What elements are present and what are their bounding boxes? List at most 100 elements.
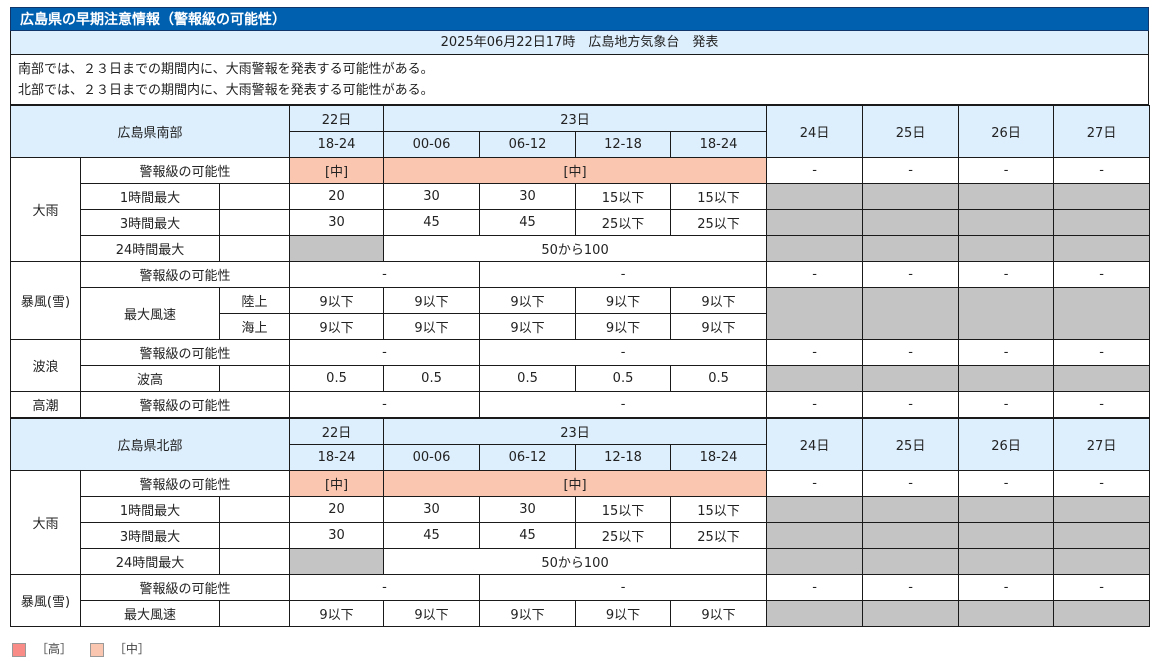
later-cell: - bbox=[862, 574, 960, 601]
possibility-cell: - bbox=[289, 574, 481, 601]
value-cell: 9以下 bbox=[670, 287, 768, 314]
value-cell: 30 bbox=[479, 496, 577, 523]
possibility-cell: [中] bbox=[383, 470, 768, 497]
value-cell: 25以下 bbox=[575, 522, 672, 549]
later-cell: - bbox=[1053, 157, 1151, 184]
gray-cell bbox=[766, 183, 864, 210]
row-label: 3時間最大 bbox=[80, 522, 220, 549]
legend-label-high: ［高］ bbox=[36, 642, 73, 656]
value-cell: 0.5 bbox=[479, 365, 577, 392]
slot-header: 12-18 bbox=[575, 131, 672, 158]
gray-cell bbox=[766, 209, 864, 236]
legend-label-mid: ［中］ bbox=[113, 642, 150, 656]
gray-cell bbox=[958, 209, 1055, 236]
issued-line: 2025年06月22日17時 広島地方気象台 発表 bbox=[10, 31, 1149, 55]
gray-cell bbox=[766, 496, 864, 523]
gray-cell bbox=[1053, 235, 1151, 262]
gray-cell bbox=[958, 600, 1055, 627]
slot-header: 00-06 bbox=[383, 444, 481, 471]
possibility-cell: [中] bbox=[289, 157, 385, 184]
later-cell: - bbox=[766, 470, 864, 497]
value-cell: 30 bbox=[479, 183, 577, 210]
legend-item-mid: ［中］ bbox=[89, 641, 150, 657]
row-label: 警報級の可能性 bbox=[79, 391, 291, 419]
possibility-cell: [中] bbox=[383, 157, 768, 184]
gray-cell bbox=[958, 183, 1055, 210]
empty-cell bbox=[218, 209, 291, 236]
region-header-south: 広島県南部 bbox=[9, 105, 291, 158]
summary-line-north: 北部では、２３日までの期間内に、大雨警報を発表する可能性がある。 bbox=[18, 83, 434, 98]
later-cell: - bbox=[766, 391, 864, 419]
value-cell: 15以下 bbox=[575, 496, 672, 523]
row-label: 1時間最大 bbox=[80, 496, 220, 523]
row-label: 24時間最大 bbox=[80, 548, 220, 575]
gray-cell bbox=[862, 183, 960, 210]
row-label: 警報級の可能性 bbox=[79, 470, 291, 497]
gray-cell bbox=[958, 365, 1055, 392]
day-header: 27日 bbox=[1053, 417, 1151, 471]
day-header: 23日 bbox=[383, 417, 768, 445]
region-header-north: 広島県北部 bbox=[9, 417, 291, 471]
value-cell: 9以下 bbox=[383, 313, 481, 340]
day-header: 24日 bbox=[766, 417, 864, 471]
value-cell: 9以下 bbox=[289, 313, 385, 340]
later-cell: - bbox=[958, 261, 1055, 288]
gray-cell bbox=[958, 235, 1055, 262]
empty-cell bbox=[218, 365, 291, 392]
gray-cell bbox=[958, 522, 1055, 549]
legend-item-high: ［高］ bbox=[12, 641, 72, 657]
value-cell: 9以下 bbox=[479, 287, 577, 314]
slot-header: 06-12 bbox=[479, 131, 577, 158]
day-header: 23日 bbox=[383, 105, 768, 132]
value-cell: 30 bbox=[383, 496, 481, 523]
empty-cell bbox=[218, 235, 291, 262]
value-cell: 9以下 bbox=[670, 313, 768, 340]
gray-cell bbox=[1053, 287, 1151, 340]
possibility-cell: - bbox=[289, 261, 481, 288]
gray-cell bbox=[1053, 548, 1151, 575]
value-cell: 45 bbox=[479, 522, 577, 549]
value-cell: 9以下 bbox=[383, 600, 481, 627]
gray-cell bbox=[862, 600, 960, 627]
later-cell: - bbox=[862, 157, 960, 184]
later-cell: - bbox=[958, 470, 1055, 497]
possibility-cell: - bbox=[479, 339, 768, 366]
value-cell: 9以下 bbox=[575, 313, 672, 340]
value-cell: 15以下 bbox=[575, 183, 672, 210]
value-cell: 9以下 bbox=[575, 287, 672, 314]
element-label: 高潮 bbox=[10, 391, 81, 419]
value-cell: 9以下 bbox=[575, 600, 672, 627]
slot-header: 18-24 bbox=[670, 444, 768, 471]
later-cell: - bbox=[862, 391, 960, 419]
day-header: 26日 bbox=[958, 417, 1055, 471]
value-cell: 25以下 bbox=[670, 209, 768, 236]
value-cell: 9以下 bbox=[289, 287, 385, 314]
value-cell: 30 bbox=[289, 522, 385, 549]
element-label: 暴風(雪) bbox=[10, 574, 81, 627]
sub-label: 陸上 bbox=[218, 287, 291, 314]
row-label: 警報級の可能性 bbox=[79, 339, 291, 366]
sub-label: 海上 bbox=[218, 313, 291, 340]
value-cell: 15以下 bbox=[670, 183, 768, 210]
later-cell: - bbox=[766, 261, 864, 288]
gray-cell bbox=[862, 365, 960, 392]
value-cell: 45 bbox=[383, 522, 481, 549]
gray-cell bbox=[766, 287, 864, 340]
row-label: 警報級の可能性 bbox=[79, 574, 291, 601]
gray-cell bbox=[958, 496, 1055, 523]
later-cell: - bbox=[1053, 339, 1151, 366]
gray-cell bbox=[289, 548, 385, 575]
later-cell: - bbox=[766, 157, 864, 184]
element-label: 大雨 bbox=[10, 157, 81, 262]
value-cell: 45 bbox=[383, 209, 481, 236]
gray-cell bbox=[1053, 183, 1151, 210]
gray-cell bbox=[862, 496, 960, 523]
gray-cell bbox=[862, 522, 960, 549]
empty-cell bbox=[218, 183, 291, 210]
empty-cell bbox=[218, 522, 291, 549]
value-cell: 50から100 bbox=[383, 235, 768, 262]
row-label: 最大風速 bbox=[80, 287, 220, 340]
gray-cell bbox=[862, 287, 960, 340]
slot-header: 18-24 bbox=[670, 131, 768, 158]
slot-header: 18-24 bbox=[289, 444, 385, 471]
